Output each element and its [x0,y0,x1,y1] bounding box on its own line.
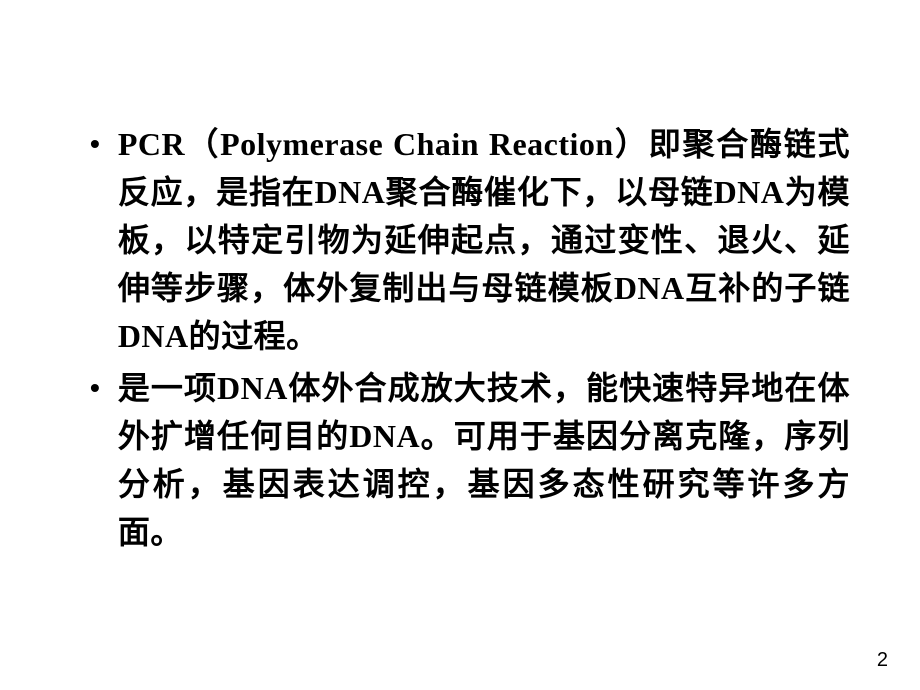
bullet-marker-icon: • [90,120,100,168]
page-number: 2 [877,649,888,672]
bullet-text: PCR（Polymerase Chain Reaction）即聚合酶链式反应，是… [118,120,850,360]
bullet-marker-icon: • [90,364,100,412]
slide-content: • PCR（Polymerase Chain Reaction）即聚合酶链式反应… [0,0,920,600]
bullet-item: • 是一项DNA体外合成放大技术，能快速特异地在体外扩增任何目的DNA。可用于基… [90,364,850,556]
bullet-text: 是一项DNA体外合成放大技术，能快速特异地在体外扩增任何目的DNA。可用于基因分… [118,364,850,556]
bullet-item: • PCR（Polymerase Chain Reaction）即聚合酶链式反应… [90,120,850,360]
